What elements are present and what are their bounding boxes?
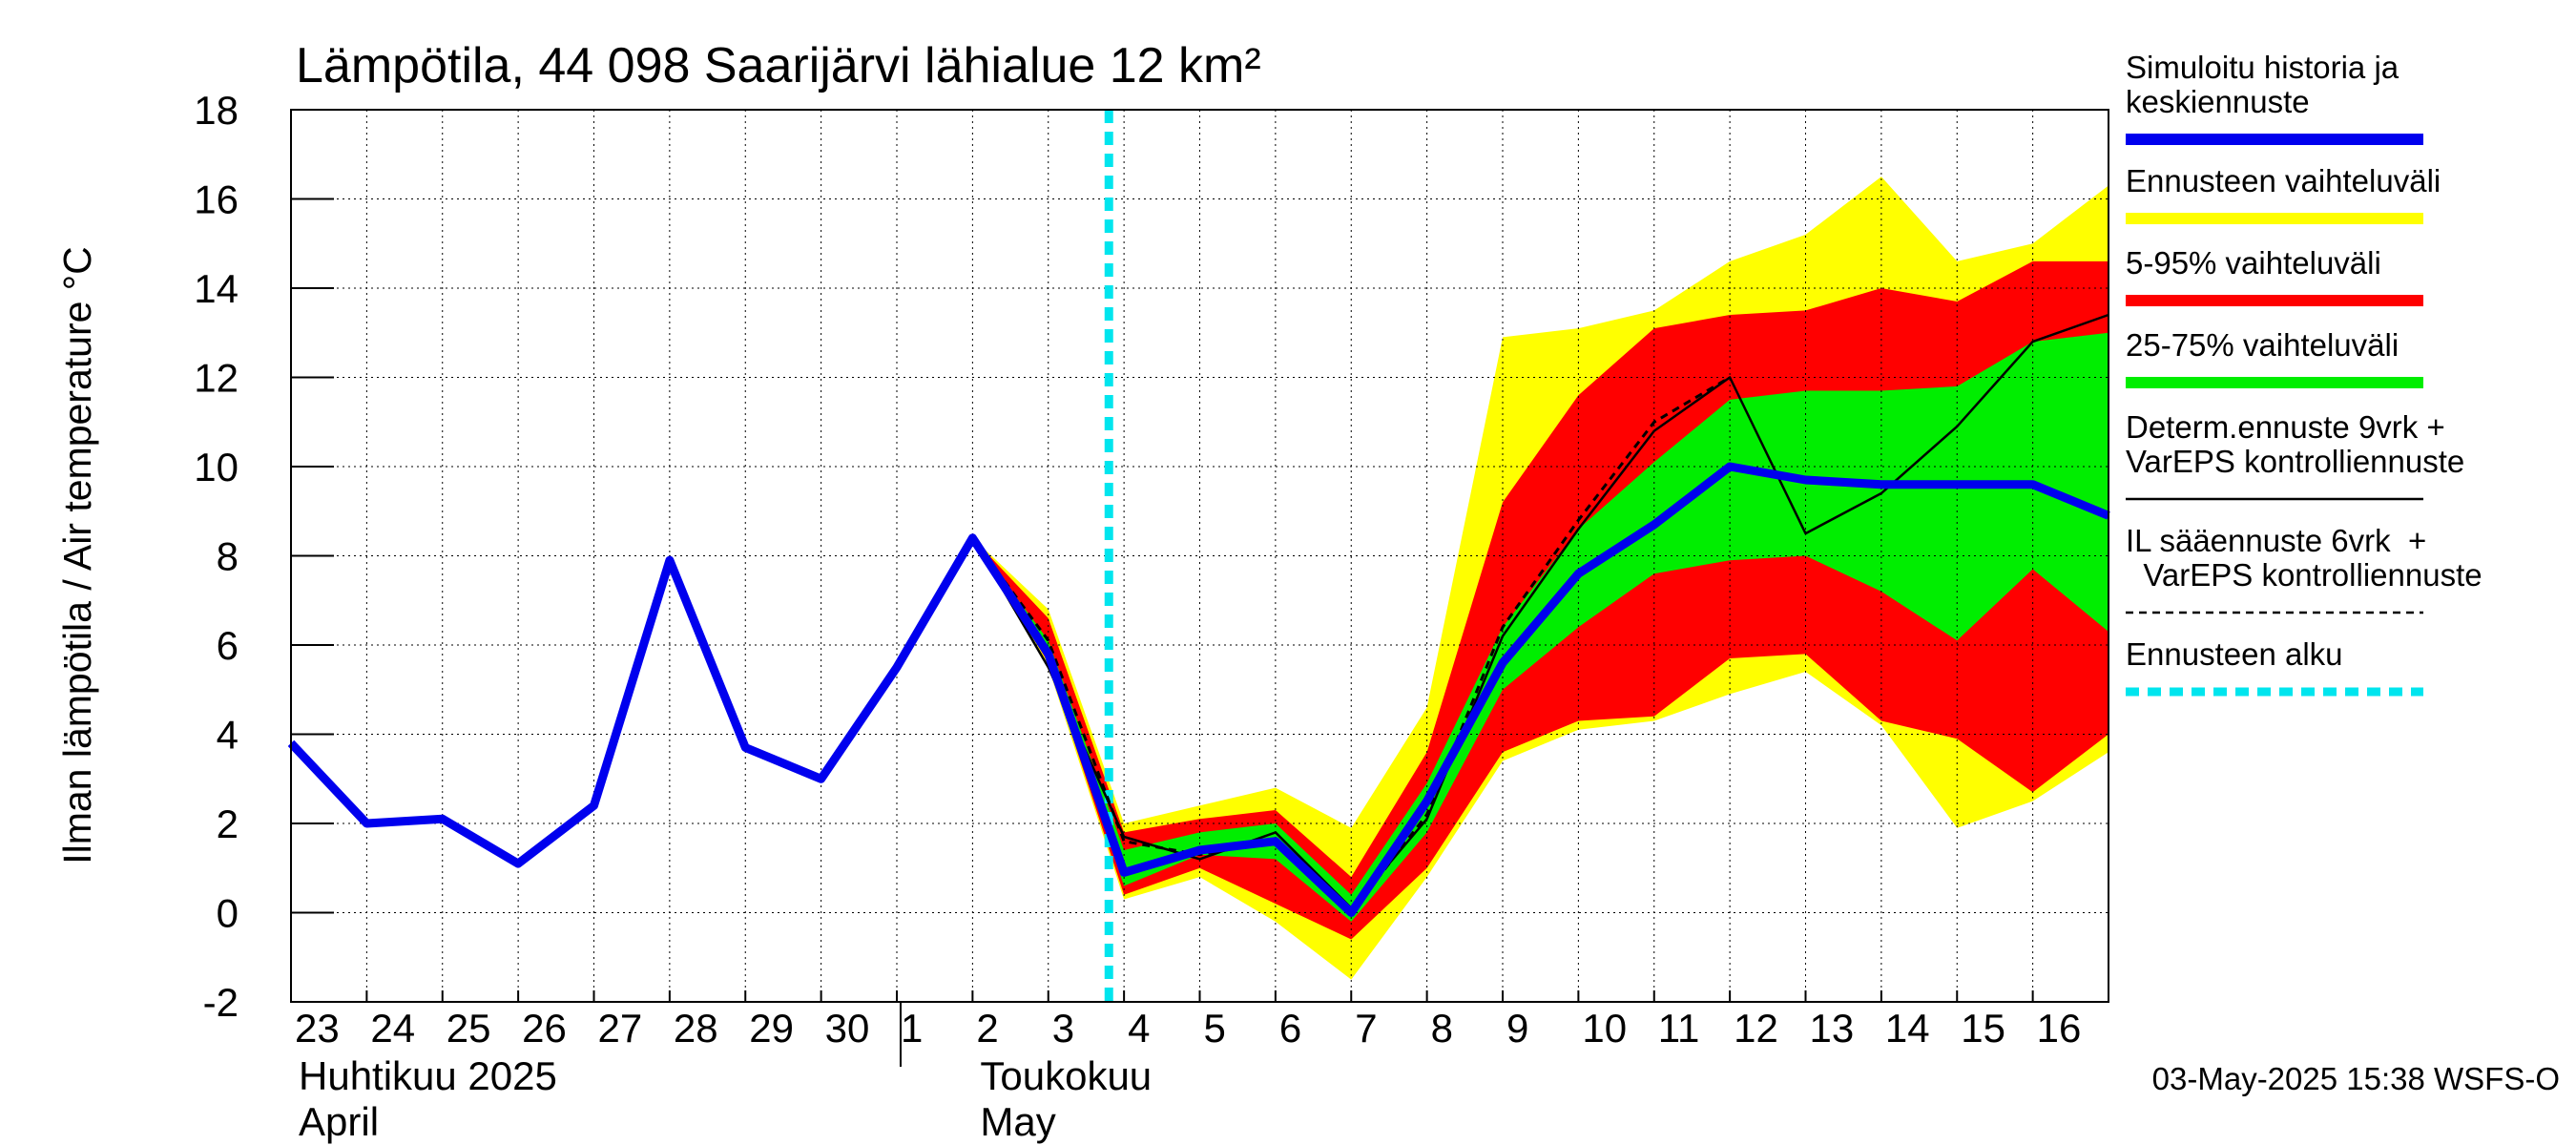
y-tick-label: 6 — [217, 623, 239, 668]
x-tick-label: 26 — [522, 1006, 567, 1051]
month-label-line1: Huhtikuu 2025 — [299, 1053, 557, 1098]
legend-label: IL sääennuste 6vrk + — [2126, 523, 2426, 558]
y-tick-label: -2 — [203, 980, 239, 1025]
month-label-line2: April — [299, 1099, 379, 1144]
legend-label: Ennusteen vaihteluväli — [2126, 163, 2441, 198]
legend-label: keskiennuste — [2126, 84, 2310, 119]
y-tick-label: 4 — [217, 713, 239, 758]
x-tick-label: 15 — [1961, 1006, 2005, 1051]
x-tick-label: 2 — [976, 1006, 998, 1051]
x-tick-label: 28 — [674, 1006, 718, 1051]
legend-label: 5-95% vaihteluväli — [2126, 245, 2381, 281]
y-tick-label: 8 — [217, 534, 239, 579]
x-axis-ticks: 23 24 25 26 27 28 29 30 1 2 3 4 5 6 7 8 9 10 11 12 13 14 15 16 — [290, 990, 2109, 1051]
chart-title: Lämpötila, 44 098 Saarijärvi lähialue 12… — [296, 38, 1261, 94]
x-tick-label: 1 — [901, 1006, 923, 1051]
x-tick-label: 11 — [1658, 1006, 1700, 1051]
x-tick-label: 8 — [1431, 1006, 1453, 1051]
month-label-line2: May — [980, 1099, 1055, 1144]
x-tick-label: 10 — [1582, 1006, 1627, 1051]
y-tick-label: 14 — [194, 266, 239, 311]
x-tick-label: 3 — [1052, 1006, 1074, 1051]
x-tick-label: 25 — [447, 1006, 491, 1051]
legend-label: Simuloitu historia ja — [2126, 50, 2399, 85]
x-tick-label: 16 — [2037, 1006, 2082, 1051]
x-tick-label: 6 — [1279, 1006, 1301, 1051]
legend-label: VarEPS kontrolliennuste — [2126, 557, 2483, 593]
x-tick-label: 9 — [1506, 1006, 1528, 1051]
x-tick-label: 7 — [1355, 1006, 1377, 1051]
legend-label: Determ.ennuste 9vrk + — [2126, 409, 2445, 445]
series-lines — [287, 313, 2110, 917]
y-tick-label: 12 — [194, 356, 239, 401]
x-tick-label: 24 — [370, 1006, 415, 1051]
month-label-line1: Toukokuu — [980, 1053, 1152, 1098]
y-tick-label: 10 — [194, 445, 239, 489]
x-tick-label: 4 — [1128, 1006, 1150, 1051]
legend-label: 25-75% vaihteluväli — [2126, 327, 2399, 363]
legend-label: VarEPS kontrolliennuste — [2126, 444, 2464, 479]
series-line-1 — [287, 462, 2110, 917]
x-tick-label: 29 — [749, 1006, 794, 1051]
y-tick-label: 2 — [217, 802, 239, 846]
y-tick-label: 18 — [194, 88, 239, 133]
legend-label: Ennusteen alku — [2126, 636, 2343, 672]
x-tick-label: 23 — [295, 1006, 340, 1051]
y-tick-label: 16 — [194, 177, 239, 222]
series-line-3 — [971, 376, 1731, 914]
x-tick-label: 14 — [1885, 1006, 1930, 1051]
x-tick-label: 13 — [1810, 1006, 1855, 1051]
x-tick-label: 27 — [598, 1006, 643, 1051]
x-tick-label: 12 — [1734, 1006, 1778, 1051]
y-axis-label: Ilman lämpötila / Air temperature °C — [55, 246, 99, 864]
y-tick-label: 0 — [217, 891, 239, 936]
timestamp: 03-May-2025 15:38 WSFS-O — [2152, 1061, 2560, 1096]
x-tick-label: 5 — [1204, 1006, 1226, 1051]
y-axis-ticks: -2 0 2 4 6 8 10 12 14 16 18 — [194, 88, 334, 1025]
x-tick-label: 30 — [825, 1006, 870, 1051]
